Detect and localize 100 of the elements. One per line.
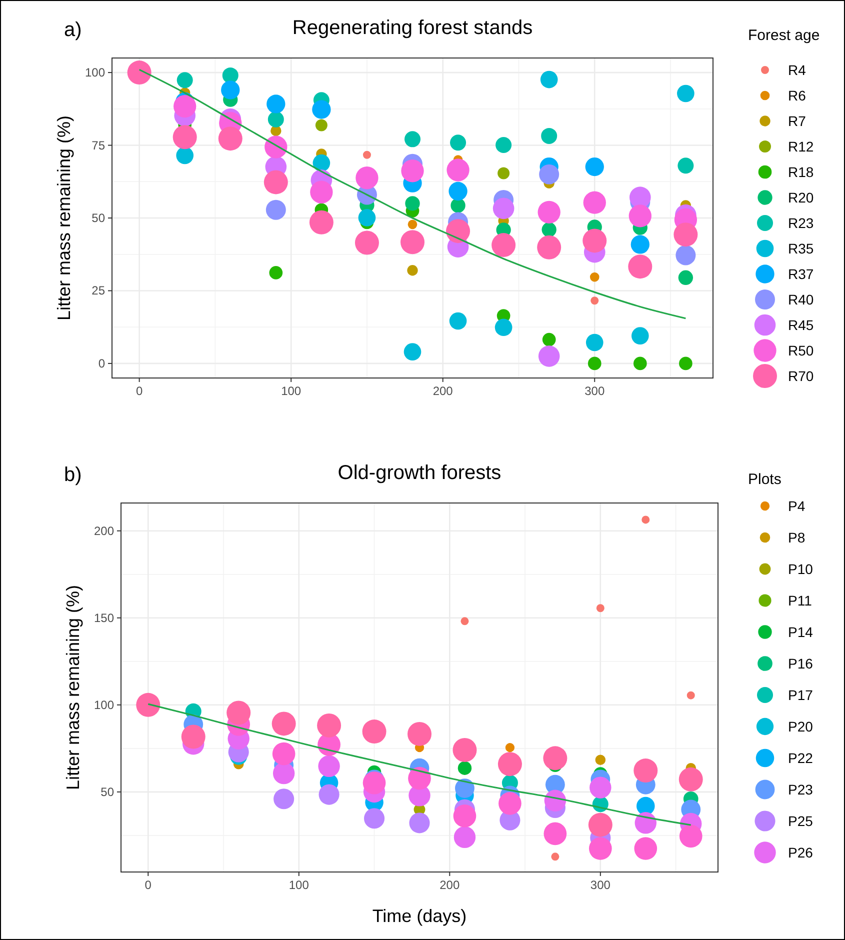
point xyxy=(272,712,296,736)
point xyxy=(312,100,331,119)
legend-title: Forest age xyxy=(748,27,820,44)
legend-label: R12 xyxy=(788,138,814,154)
point xyxy=(585,157,604,176)
point xyxy=(172,125,197,150)
y-tick-label: 0 xyxy=(98,356,106,370)
legend-label: R4 xyxy=(788,62,806,78)
y-tick-label: 50 xyxy=(92,211,106,225)
point xyxy=(458,761,472,775)
legend-label: R50 xyxy=(788,342,814,358)
x-tick-label: 300 xyxy=(590,878,611,892)
point xyxy=(634,758,658,783)
point xyxy=(628,254,652,279)
point xyxy=(676,245,696,266)
point xyxy=(498,167,510,180)
point xyxy=(494,318,512,336)
legend-label: P16 xyxy=(788,656,814,672)
point xyxy=(401,160,424,182)
point xyxy=(595,754,606,766)
point xyxy=(136,692,160,717)
point xyxy=(312,154,330,172)
legend-label: P17 xyxy=(788,687,814,703)
y-tick-label: 25 xyxy=(92,284,106,298)
legend-label: P4 xyxy=(788,498,806,514)
legend-label: P23 xyxy=(788,782,814,798)
point xyxy=(628,204,652,228)
legend-label: P10 xyxy=(788,561,814,577)
point xyxy=(631,327,649,344)
point xyxy=(266,94,286,114)
point xyxy=(446,219,470,244)
point xyxy=(541,128,558,144)
point xyxy=(221,80,240,100)
point xyxy=(354,230,379,255)
point xyxy=(218,126,242,151)
x-axis-title: Time (days) xyxy=(372,906,467,926)
legend-label: P26 xyxy=(788,844,814,860)
point xyxy=(264,136,288,158)
point xyxy=(400,230,424,254)
point xyxy=(266,200,286,220)
point xyxy=(181,724,206,749)
point xyxy=(590,776,612,798)
y-tick-label: 75 xyxy=(92,138,106,152)
y-tick-label: 200 xyxy=(94,524,114,538)
x-tick-label: 300 xyxy=(584,384,605,398)
point xyxy=(310,180,333,204)
legend-label: R40 xyxy=(788,292,814,308)
legend-title: Plots xyxy=(748,471,782,488)
point xyxy=(408,722,432,746)
point xyxy=(678,767,703,792)
point xyxy=(222,67,238,84)
point xyxy=(498,752,522,776)
legend-label: R23 xyxy=(788,215,814,231)
point xyxy=(404,131,420,148)
legend-label: R35 xyxy=(788,240,814,256)
legend-label: P8 xyxy=(788,530,806,546)
y-axis-title: Litter mass remaining (%) xyxy=(54,115,74,321)
point xyxy=(318,784,340,805)
legend-label: P11 xyxy=(788,592,812,608)
point xyxy=(450,198,466,213)
x-tick-label: 0 xyxy=(144,878,152,892)
point xyxy=(674,222,698,247)
y-tick-label: 150 xyxy=(94,610,114,625)
point xyxy=(677,84,694,102)
point xyxy=(309,210,334,234)
point xyxy=(448,182,468,201)
point xyxy=(505,742,515,752)
point xyxy=(264,170,288,194)
legend-label: R6 xyxy=(788,88,806,104)
point xyxy=(460,617,469,626)
point xyxy=(408,220,418,230)
point xyxy=(315,119,328,132)
point xyxy=(583,191,606,214)
point xyxy=(272,742,296,766)
point xyxy=(268,111,284,128)
point xyxy=(588,837,612,860)
point xyxy=(551,852,560,861)
legend-label: R7 xyxy=(788,113,806,129)
legend-label: P14 xyxy=(788,624,814,640)
point xyxy=(408,766,431,790)
x-tick-label: 200 xyxy=(440,878,460,892)
point xyxy=(405,196,420,211)
point xyxy=(274,788,294,810)
x-tick-label: 200 xyxy=(432,384,454,398)
point xyxy=(634,837,658,860)
point xyxy=(538,346,560,367)
text: b) xyxy=(64,464,82,486)
point xyxy=(317,713,342,738)
point xyxy=(174,94,196,118)
legend-label: P20 xyxy=(788,718,814,734)
point xyxy=(362,720,386,744)
point xyxy=(542,332,556,346)
point xyxy=(404,343,422,360)
point xyxy=(364,808,385,829)
point xyxy=(582,228,607,253)
y-tick-label: 50 xyxy=(100,784,114,799)
point xyxy=(678,270,694,285)
point xyxy=(318,755,340,778)
legend-label: P22 xyxy=(788,750,814,766)
legend-label: R70 xyxy=(788,368,814,384)
